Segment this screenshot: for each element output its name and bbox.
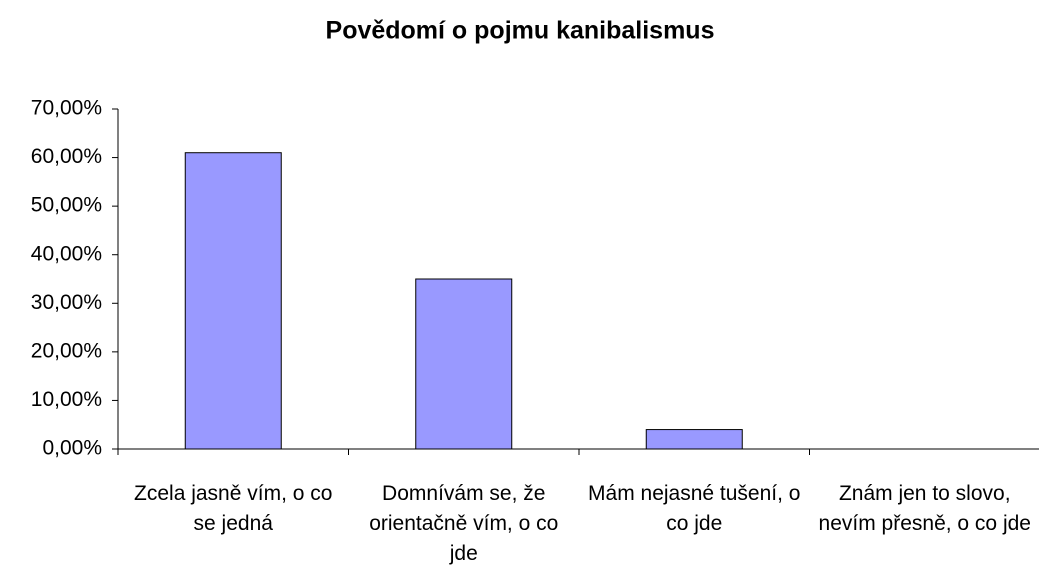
y-tick-label: 0,00% <box>42 437 102 460</box>
y-tick-label: 30,00% <box>31 291 102 314</box>
x-tick-label: Zcela jasně vím, o co se jedná <box>134 482 333 535</box>
y-tick-label: 40,00% <box>31 242 102 265</box>
y-tick-label: 10,00% <box>31 388 102 411</box>
bar <box>415 278 513 450</box>
x-tick-label: Mám nejasné tušení, o co jde <box>588 482 801 535</box>
y-tick-label: 70,00% <box>31 97 102 120</box>
x-tick-label: Znám jen to slovo, nevím přesně, o co jd… <box>818 482 1031 535</box>
y-tick-label: 60,00% <box>31 145 102 168</box>
chart-title: Povědomí o pojmu kanibalismus <box>326 17 715 45</box>
bar <box>645 429 743 450</box>
bar <box>184 152 282 450</box>
y-tick-label: 50,00% <box>31 194 102 217</box>
y-tick-label: 20,00% <box>31 339 102 362</box>
x-tick-label: Domnívám se, že orientačně vím, o co jde <box>369 482 559 565</box>
